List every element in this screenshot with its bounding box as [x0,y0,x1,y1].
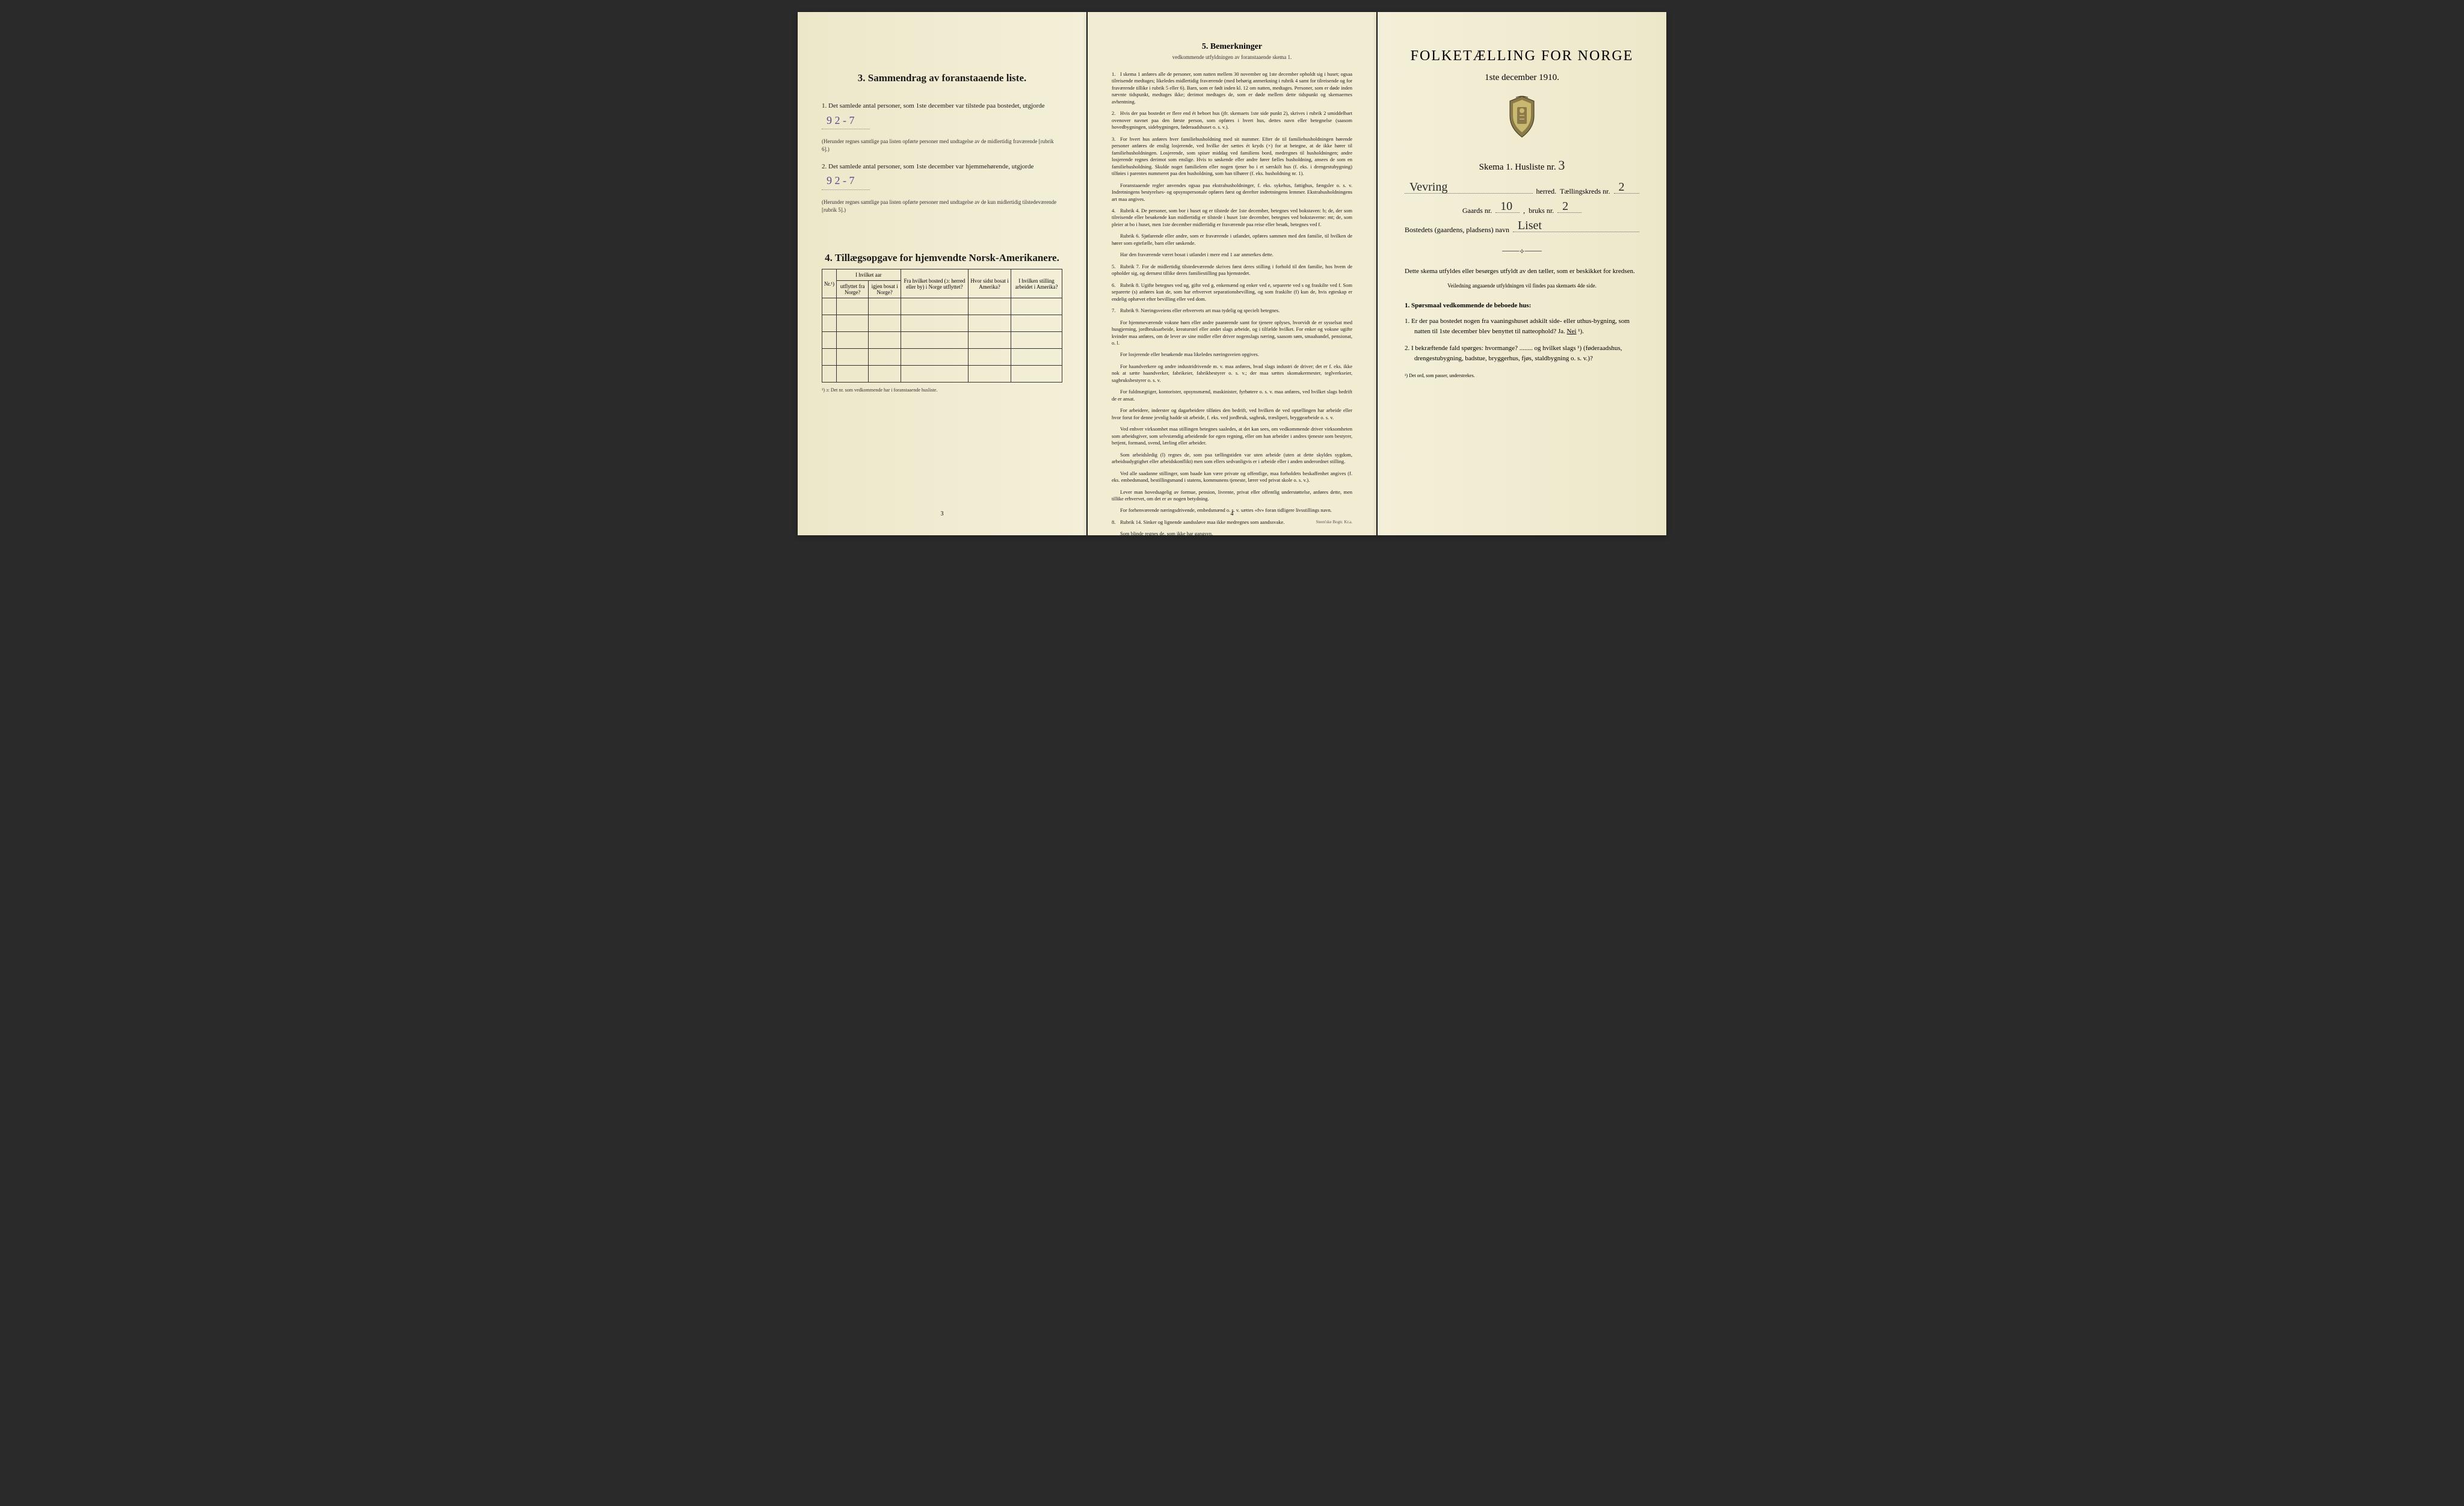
rule-sub: Lever man hovedsagelig av formue, pensio… [1112,489,1352,503]
rule-sub: For arbeidere, inderster og dagarbeidere… [1112,407,1352,421]
rule-sub: Som arbeidsledig (l) regnes de, som paa … [1112,452,1352,466]
census-date: 1ste december 1910. [1405,73,1639,83]
america-table: Nr.¹) I hvilket aar Fra hvilket bosted (… [822,269,1062,383]
rule-sub: For hjemmeværende voksne børn eller andr… [1112,319,1352,347]
rule-sub: For haandverkere og andre industridriven… [1112,363,1352,384]
rule-item: 3.For hvert hus anføres hver familiehush… [1112,136,1352,177]
rule-sub: For fuldmægtiger, kontorister, opsynsmæn… [1112,389,1352,402]
printer-mark: Steen'ske Bogtr. Kr.a. [1316,520,1352,524]
crest-icon [1405,95,1639,143]
page-right: FOLKETÆLLING FOR NORGE 1ste december 191… [1378,12,1666,535]
bruks-label: bruks nr. [1529,206,1554,215]
rule-sub: Ved enhver virksomhet maa stillingen bet… [1112,426,1352,446]
herred-label: herred. [1536,187,1557,196]
item1-text: 1. Det samlede antal personer, som 1ste … [822,102,1045,109]
section4-title: 4. Tillægsopgave for hjemvendte Norsk-Am… [822,252,1062,264]
section5-subtitle: vedkommende utfyldningen av foranstaaend… [1112,54,1352,60]
col-where: Hvor sidst bosat i Amerika? [969,269,1011,298]
census-title: FOLKETÆLLING FOR NORGE [1405,48,1639,64]
rule-item: 6.Rubrik 8. Ugifte betegnes ved ug, gift… [1112,282,1352,303]
herred-line: Vevring herred. Tællingskreds nr. 2 [1405,185,1639,196]
questions: 1. Spørsmaal vedkommende de beboede hus:… [1405,301,1639,364]
q-heading: 1. Spørsmaal vedkommende de beboede hus: [1405,301,1639,311]
page-left: 3. Sammendrag av foranstaaende liste. 1.… [798,12,1086,535]
bosted-label: Bostedets (gaardens, pladsens) navn [1405,226,1509,235]
page-middle: 5. Bemerkninger vedkommende utfyldningen… [1088,12,1376,535]
gaards-value: 10 [1500,200,1512,214]
rule-item: 1.I skema 1 anføres alle de personer, so… [1112,71,1352,105]
rule-item: 2.Hvis der paa bostedet er flere end ét … [1112,110,1352,131]
skema-value: 3 [1558,158,1565,173]
rule-item: 4.Rubrik 4. De personer, som bor i huset… [1112,207,1352,228]
rule-sub: Har den fraværende været bosat i utlande… [1112,251,1352,258]
page-number-3: 3 [941,511,944,517]
col-nr: Nr.¹) [822,269,837,298]
rule-sub: Foranstaaende regler anvendes ogsaa paa … [1112,182,1352,203]
rules-container: 1.I skema 1 anføres alle de personer, so… [1112,71,1352,538]
section5-title: 5. Bemerkninger [1112,42,1352,52]
table-footnote: ¹) ɔ: Det nr. som vedkommende har i fora… [822,387,1062,393]
rule-sub: For losjerende eller besøkende maa likel… [1112,351,1352,358]
gaards-label: Gaards nr. [1462,206,1492,215]
instructions-main: Dette skema utfyldes eller besørges utfy… [1405,266,1639,277]
bosted-value: Liset [1518,219,1542,233]
col-emigrated: utflyttet fra Norge? [836,281,868,298]
bruks-value: 2 [1562,200,1568,214]
bosted-line: Bostedets (gaardens, pladsens) navn Lise… [1405,224,1639,235]
item1-value: 9 2 - 7 [822,112,870,130]
rule-sub: Rubrik 6. Sjøfarende eller andre, som er… [1112,233,1352,247]
item2-value: 9 2 - 7 [822,172,870,190]
footnote-right: ¹) Det ord, som passer, understrekes. [1405,373,1639,378]
section3-title: 3. Sammendrag av foranstaaende liste. [822,72,1062,84]
skema-line: Skema 1. Husliste nr. 3 [1405,158,1639,173]
item1-note: (Herunder regnes samtlige paa listen opf… [822,138,1062,153]
item2-text: 2. Det samlede antal personer, som 1ste … [822,163,1033,170]
col-job: I hvilken stilling arbeidet i Amerika? [1011,269,1062,298]
ornament: ⸻⟡⸻ [1405,245,1639,256]
rule-item: 7.Rubrik 9. Næringsveiens eller erhverve… [1112,307,1352,314]
herred-value: Vevring [1409,180,1447,194]
item2: 2. Det samlede antal personer, som 1ste … [822,162,1062,190]
gaards-line: Gaards nr. 10 , bruks nr. 2 [1405,204,1639,215]
rule-sub: Som blinde regnes de, som ikke har gangs… [1112,530,1352,537]
item2-note: (Herunder regnes samtlige paa listen opf… [822,198,1062,214]
col-from: Fra hvilket bosted (ɔ: herred eller by) … [901,269,968,298]
q2: 2. I bekræftende fald spørges: hvormange… [1405,343,1639,363]
page-number-4: 4 [1231,511,1234,517]
item1: 1. Det samlede antal personer, som 1ste … [822,101,1062,129]
rule-item: 5.Rubrik 7. For de midlertidig tilstedev… [1112,263,1352,277]
teglings-label: Tællingskreds nr. [1560,187,1610,196]
col-year: I hvilket aar [836,269,901,281]
skema-label: Skema 1. Husliste nr. [1479,162,1556,172]
col-returned: igjen bosat i Norge? [869,281,901,298]
q1: 1. Er der paa bostedet nogen fra vaaning… [1405,316,1639,336]
rule-sub: Ved alle saadanne stillinger, som baade … [1112,470,1352,484]
teglings-value: 2 [1619,180,1625,194]
instructions-sub: Veiledning angaaende utfyldningen vil fi… [1405,283,1639,289]
